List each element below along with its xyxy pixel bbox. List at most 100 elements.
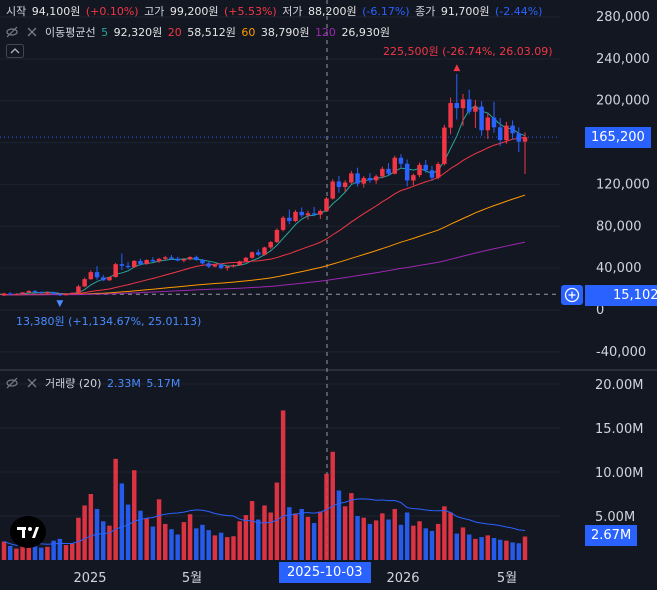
candle-body [460,99,466,109]
volume-bar [200,524,205,560]
close-change: (-2.44%) [494,5,543,18]
candle-body [125,265,131,268]
low-label: 저가 [282,5,303,18]
volume-bar [119,483,125,560]
collapse-toggle[interactable] [6,44,24,62]
price-tick-label: 0 [596,303,604,318]
candle-body [175,258,180,261]
candle-body [150,259,156,262]
time-tick-label: 5월 [182,571,202,586]
candle-body [491,117,497,128]
volume-bar [175,534,180,560]
candle-body [14,293,19,295]
volume-bar [373,520,379,560]
candle-body [398,157,404,164]
candle-body [231,265,236,267]
candle-body [20,292,25,294]
low-change: (-6.17%) [362,5,410,18]
volume-value-2: 5.17M [146,377,181,390]
candle-body [305,213,311,216]
candle-body [479,106,484,131]
volume-bar [367,523,373,560]
ma20-period: 20 [167,26,182,39]
volume-bar [57,538,63,560]
candle-body [32,290,38,293]
high-change: (+5.53%) [223,5,277,18]
candle-body [466,99,472,112]
candle-body [76,286,81,293]
candle-body [51,292,56,295]
price-tick-label: 280,000 [596,10,650,25]
volume-bar [293,513,298,560]
low-marker: ▼ [56,299,63,309]
candle-body [38,292,44,294]
candle-body [516,133,522,142]
candle-body [454,103,460,109]
ma60-value: 38,790원 [260,26,310,39]
ma20-value: 58,512원 [187,26,236,39]
ma-title: 이동평균선 [45,26,96,39]
volume-bar [51,540,56,560]
time-tick-label: 2026 [386,571,419,586]
volume-bar [398,524,404,560]
current-volume-tag: 2.67M [585,525,638,546]
ma60-line [3,194,526,296]
open-label: 시작 [6,5,27,18]
candle-body [448,103,453,128]
candle-body [69,292,75,294]
candle-body [107,277,112,281]
volume-bar [212,535,218,560]
volume-bar [156,499,162,560]
candle-body [200,259,205,264]
high-label: 고가 [144,5,165,18]
candle-body [361,177,366,184]
volume-bar [429,530,435,560]
volume-bar [237,521,242,560]
volume-bar [299,508,304,560]
candle-body [212,264,218,267]
candle-body [156,258,162,262]
price-tick-label: 40,000 [596,261,642,276]
volume-legend: 거래량 (20) 2.33M 5.17M [6,377,182,391]
candle-body [336,181,342,188]
price-tick-label: 80,000 [596,219,642,234]
volume-tick-label: 10.00M [595,466,643,481]
candle-body [181,259,187,261]
volume-bar [386,519,391,560]
volume-bar [206,530,211,560]
candle-body [417,164,422,176]
volume-bar [163,523,168,560]
close-icon[interactable] [26,377,38,389]
time-tick-label: 2025 [73,571,106,586]
chevron-up-icon[interactable] [6,44,24,58]
candle-body [113,264,118,278]
volume-bar [460,527,466,560]
eye-off-icon[interactable] [6,377,18,389]
candle-body [293,211,298,222]
volume-bar [516,543,522,560]
volume-value-1: 2.33M [106,377,141,390]
price-tick-label: 120,000 [596,177,650,192]
volume-bar [361,517,366,560]
volume-bar [225,537,230,560]
volume-bar [256,519,261,560]
close-icon[interactable] [26,26,38,38]
candle-body [522,137,528,142]
candle-body [342,182,348,188]
current-price-tag: 165,200 [585,127,651,148]
candle-body [268,242,273,248]
eye-off-icon[interactable] [6,26,18,38]
candle-body [497,127,503,141]
volume-bar [404,512,410,560]
volume-bar [324,473,329,560]
ma120-period: 120 [314,26,336,39]
volume-bar [342,506,348,560]
volume-bar [26,537,32,560]
add-alert-button[interactable] [561,285,583,305]
price-tick-label: 240,000 [596,52,650,67]
volume-bar [318,511,323,560]
candle-body [280,217,286,230]
volume-bar [194,528,199,560]
volume-bar [497,539,503,560]
